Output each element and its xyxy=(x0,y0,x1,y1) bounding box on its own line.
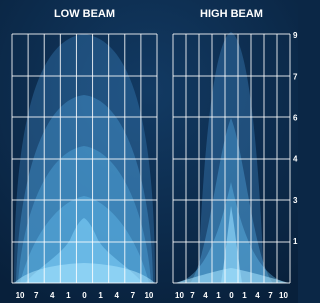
y-label: 7 xyxy=(293,72,298,81)
x-label: 0 xyxy=(229,291,234,300)
x-label: 4 xyxy=(50,291,55,300)
y-label: 6 xyxy=(293,114,298,123)
x-label: 1 xyxy=(98,291,103,300)
x-label: 7 xyxy=(190,291,195,300)
y-label: 1 xyxy=(293,237,298,246)
x-label: 1 xyxy=(66,291,71,300)
x-label: 4 xyxy=(203,291,208,300)
y-label: 4 xyxy=(293,155,298,164)
x-label: 7 xyxy=(34,291,39,300)
x-label: 4 xyxy=(255,291,260,300)
x-label: 1 xyxy=(216,291,221,300)
y-label: 3 xyxy=(293,196,298,205)
x-label: 1 xyxy=(242,291,247,300)
x-label: 10 xyxy=(175,291,184,300)
x-label: 10 xyxy=(144,291,153,300)
x-label: 7 xyxy=(131,291,136,300)
panel-title: HIGH BEAM xyxy=(200,8,263,20)
page: LOW BEAM10741014710HIGH BEAM107410147109… xyxy=(0,0,320,303)
y-label: 9 xyxy=(293,31,298,40)
x-label: 10 xyxy=(279,291,288,300)
panel-title: LOW BEAM xyxy=(54,8,115,20)
x-label: 7 xyxy=(268,291,273,300)
x-label: 4 xyxy=(114,291,119,300)
x-label: 0 xyxy=(82,291,87,300)
x-label: 10 xyxy=(16,291,25,300)
